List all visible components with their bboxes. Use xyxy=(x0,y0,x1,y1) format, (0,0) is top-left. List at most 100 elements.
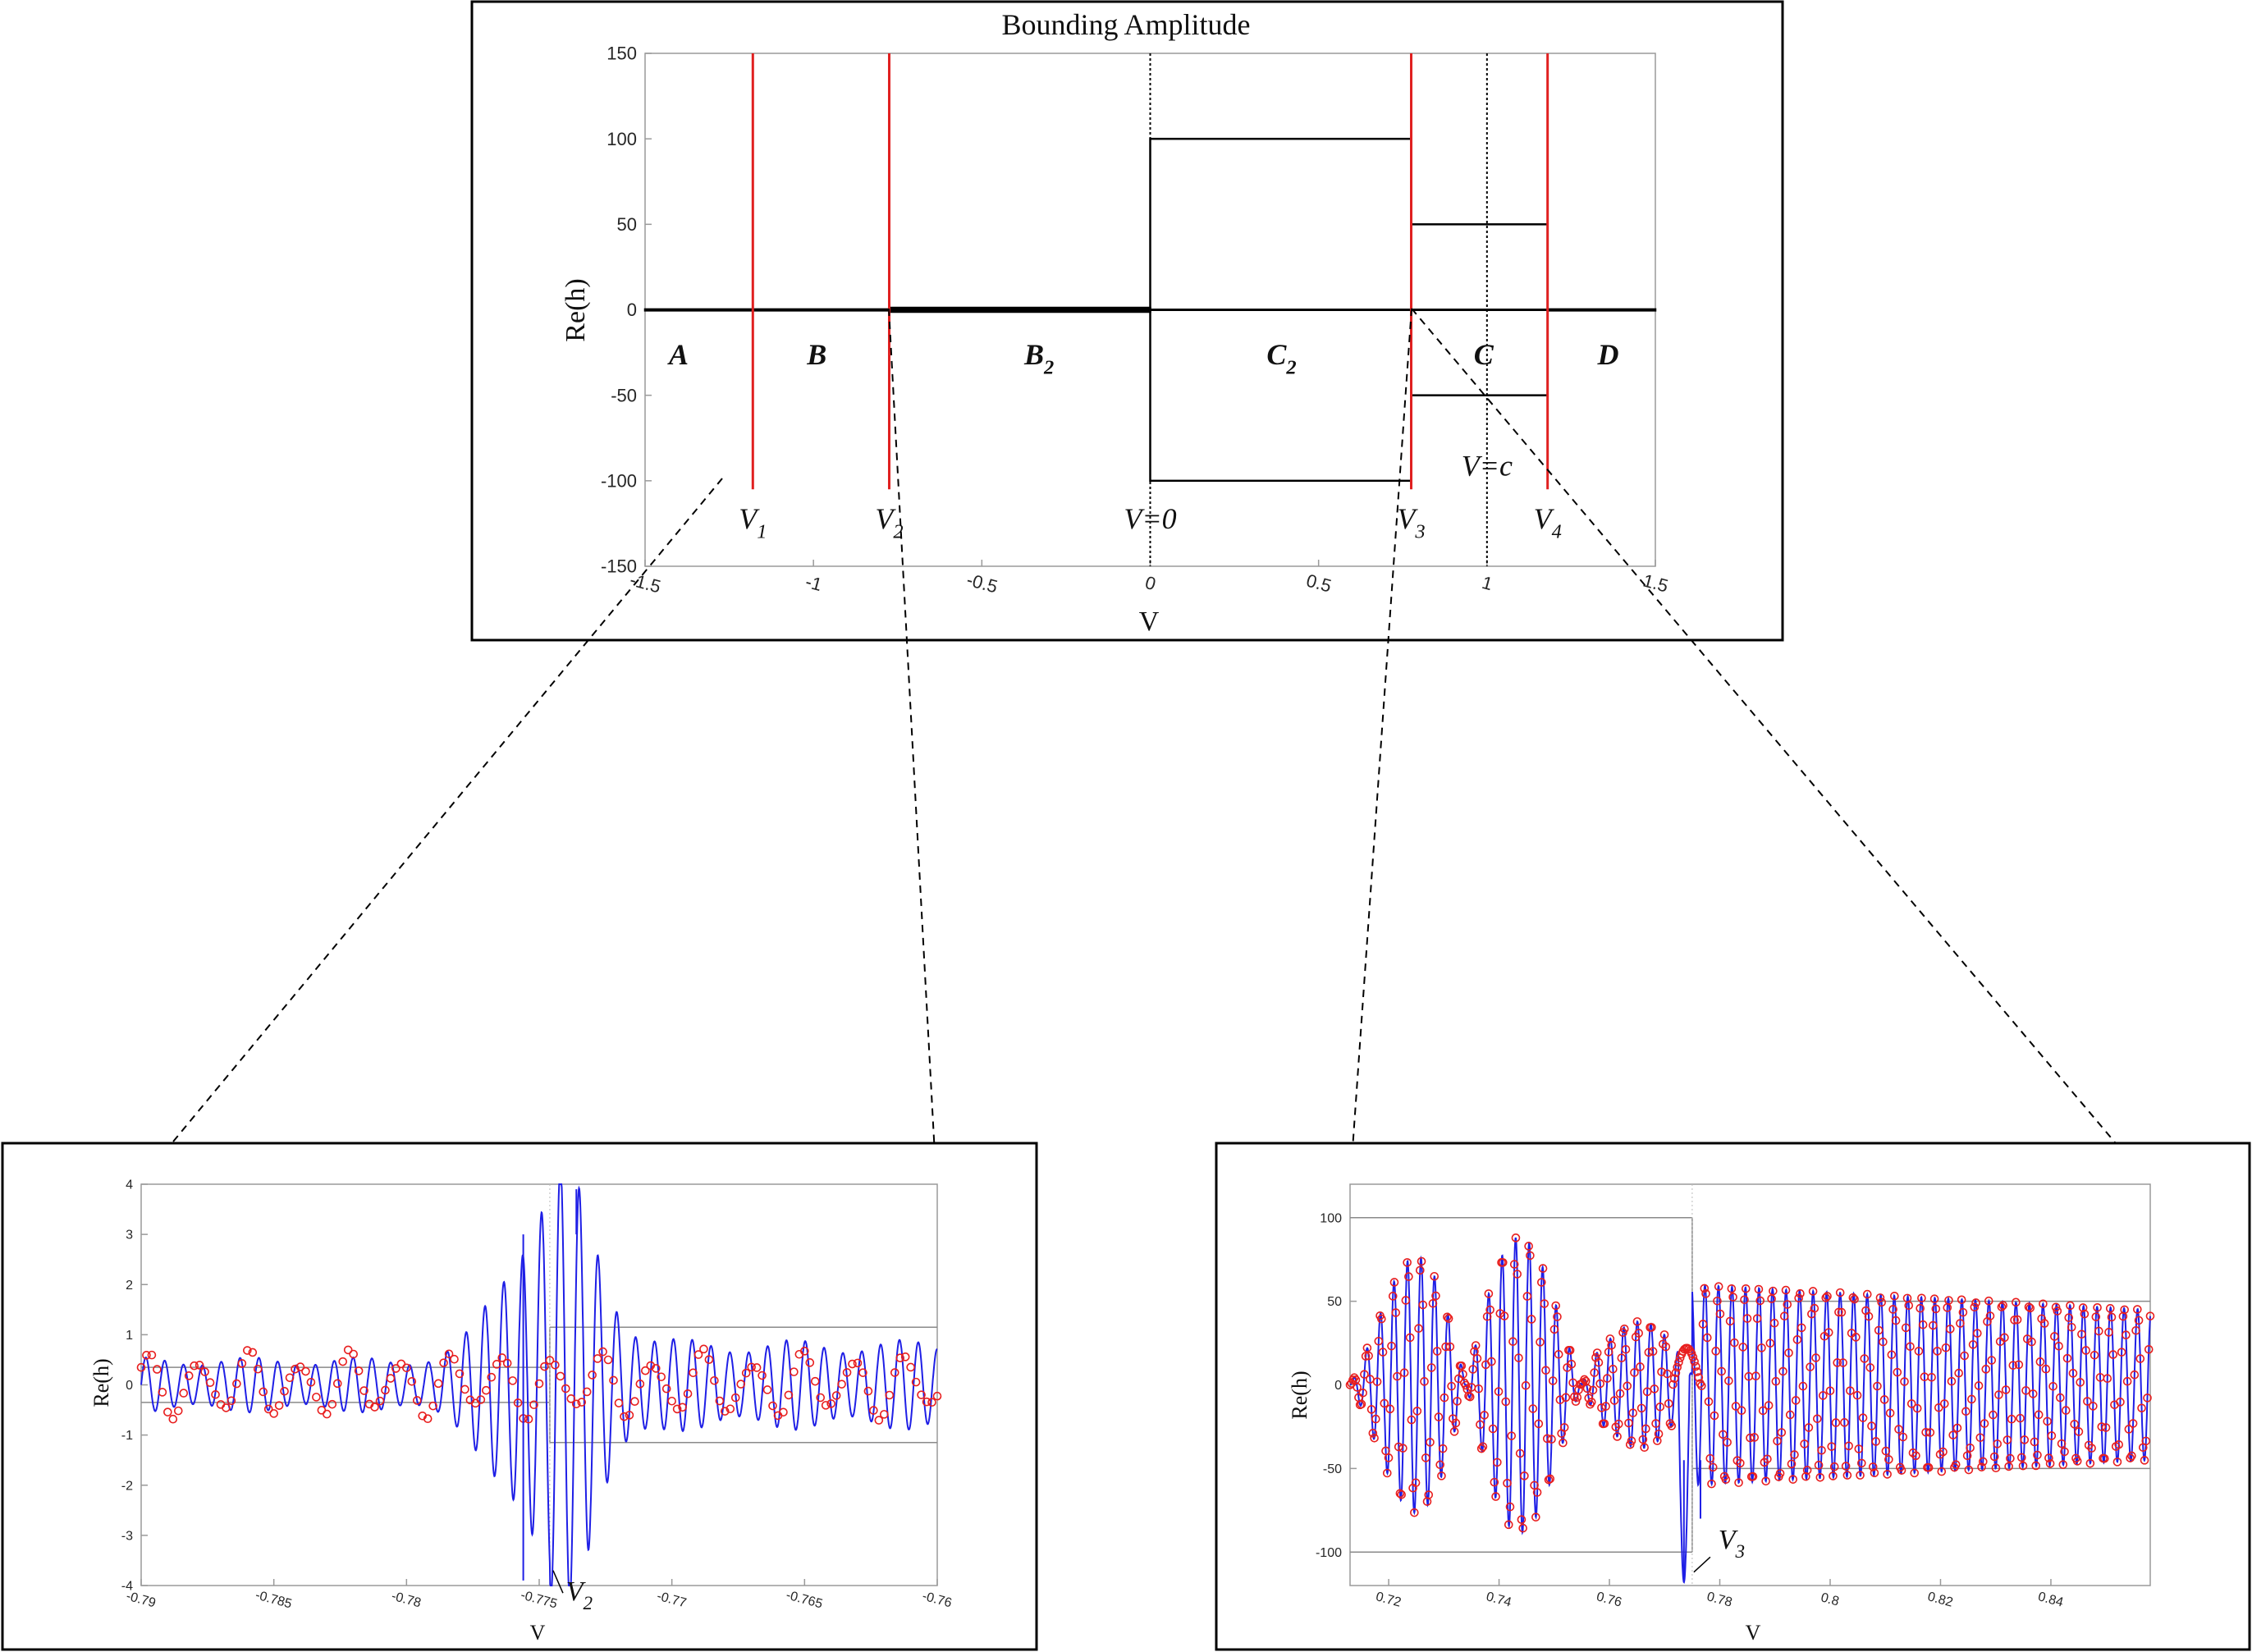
zoom-right-ytick-label: -100 xyxy=(1316,1546,1342,1560)
zoom-left-marker xyxy=(699,1344,708,1354)
zoom-right-marker xyxy=(1719,1430,1728,1439)
zoom-left-marker xyxy=(460,1384,469,1394)
zoom-left-marker xyxy=(821,1401,831,1410)
zoom-right-xlabel: V xyxy=(1746,1621,1761,1645)
zoom-right-marker xyxy=(1724,1376,1733,1385)
zoom-right-marker xyxy=(1927,1372,1936,1382)
zoom-right-marker xyxy=(1764,1401,1774,1410)
main-ytick-label: -150 xyxy=(601,556,637,577)
zoom-right-marker xyxy=(2039,1319,2049,1328)
zoom-right-marker xyxy=(1474,1384,1483,1393)
zoom-left-ytick-label: -3 xyxy=(121,1529,133,1543)
zoom-right-annotation-leader xyxy=(1693,1556,1711,1573)
zoom-right-marker xyxy=(2128,1419,2138,1428)
zoom-right-marker xyxy=(1856,1471,1865,1480)
zoom-right-marker xyxy=(2091,1312,2101,1321)
zoom-left-marker xyxy=(354,1366,364,1375)
zoom-left-marker xyxy=(667,1396,676,1406)
zoom-right-marker xyxy=(1548,1376,1558,1385)
zoom-left-marker xyxy=(842,1368,852,1377)
zoom-left-marker xyxy=(301,1366,310,1376)
main-ytick-label: 50 xyxy=(617,214,637,235)
zoom-right-marker xyxy=(1970,1302,1980,1312)
zoom-right-marker xyxy=(1838,1358,1847,1367)
zoom-right-marker xyxy=(2126,1453,2135,1462)
zoom-right-marker xyxy=(1440,1393,1449,1403)
zoom-right-marker xyxy=(1906,1399,1916,1408)
zoom-right-marker xyxy=(2099,1453,2109,1463)
zoom-right-marker xyxy=(1858,1413,1868,1422)
zoom-right-marker xyxy=(2062,1353,2072,1363)
zoom-left-marker xyxy=(630,1397,639,1406)
main-annotation-label: V3 xyxy=(1397,502,1425,543)
zoom-right-marker xyxy=(2061,1406,2071,1415)
zoom-right-marker xyxy=(1541,1366,1550,1375)
zoom-right-marker xyxy=(1410,1508,1419,1517)
zoom-left-ytick-label: -4 xyxy=(121,1580,133,1594)
zoom-left-marker xyxy=(142,1351,151,1360)
zoom-left-marker xyxy=(779,1407,788,1417)
zoom-left-marker xyxy=(895,1353,905,1362)
zoom-right-marker xyxy=(2112,1458,2122,1467)
zoom-right-marker xyxy=(1728,1293,1737,1302)
zoom-left-ytick-label: -1 xyxy=(121,1429,133,1443)
zoom-left-marker xyxy=(482,1385,491,1395)
zoom-right-marker xyxy=(1471,1341,1481,1350)
zoom-right-marker xyxy=(1796,1288,1805,1298)
zoom-right-marker xyxy=(1870,1468,1879,1478)
zoom-right-marker xyxy=(2078,1303,2088,1312)
zoom-right-marker xyxy=(1994,1390,2003,1399)
zoom-right-marker xyxy=(1614,1419,1623,1429)
zoom-left-marker xyxy=(391,1364,401,1373)
zoom-right-marker xyxy=(1841,1462,1851,1471)
zoom-left-marker xyxy=(338,1357,348,1366)
zoom-right-marker xyxy=(1634,1329,1643,1338)
zoom-right-marker xyxy=(1668,1380,1678,1389)
zoom-right-marker xyxy=(2012,1315,2022,1325)
main-ytick-label: 150 xyxy=(606,43,637,64)
zoom-left-marker xyxy=(577,1398,587,1407)
zoom-right-marker xyxy=(1951,1460,1961,1469)
zoom-right-marker xyxy=(1944,1296,1953,1305)
zoom-left-marker xyxy=(566,1394,576,1403)
zoom-right-marker xyxy=(1378,1348,1388,1357)
zoom-right-marker xyxy=(2141,1436,2151,1446)
zoom-right-marker xyxy=(1520,1471,1529,1480)
zoom-right-marker xyxy=(1925,1428,1935,1437)
zoom-right-marker xyxy=(1592,1348,1602,1357)
main-ytick-label: -50 xyxy=(611,385,637,405)
zoom-right-marker xyxy=(2008,1361,2018,1371)
zoom-right-marker xyxy=(2087,1444,2096,1453)
zoom-right-marker xyxy=(1449,1414,1458,1423)
zoom-right-marker xyxy=(1962,1451,1972,1461)
zoom-right-marker xyxy=(2064,1313,2074,1322)
zoom-right-marker xyxy=(1865,1363,1875,1372)
zoom-right-marker xyxy=(1536,1338,1545,1347)
zoom-left-marker xyxy=(285,1373,295,1383)
zoom-right-marker xyxy=(2145,1311,2155,1320)
zoom-right-marker xyxy=(1904,1301,1914,1311)
zoom-right-marker xyxy=(1654,1429,1664,1439)
zoom-right-marker xyxy=(2097,1422,2107,1431)
zoom-right-marker xyxy=(1559,1423,1569,1432)
zoom-right-marker xyxy=(1827,1442,1837,1451)
zoom-left-ytick-label: -2 xyxy=(121,1479,133,1493)
zoom-left-marker xyxy=(158,1388,167,1397)
zoom-right-marker xyxy=(1559,1438,1568,1448)
zoom-left-marker xyxy=(730,1393,740,1403)
main-chart-ylabel: Re(h) xyxy=(561,278,591,341)
zoom-left-marker xyxy=(433,1379,443,1389)
zoom-right-marker xyxy=(1669,1374,1679,1384)
main-region-label: B2 xyxy=(1023,338,1054,379)
zoom-right-marker xyxy=(2004,1462,2013,1471)
zoom-right-marker xyxy=(2006,1453,2015,1463)
zoom-right-xtick-label: 0.8 xyxy=(1819,1590,1841,1609)
zoom-right-marker xyxy=(1698,1320,1708,1329)
zoom-left-marker xyxy=(657,1372,666,1382)
zoom-right-marker xyxy=(1621,1345,1631,1354)
main-annotation-label: V1 xyxy=(739,502,767,543)
zoom-right-marker xyxy=(1973,1329,1982,1338)
zoom-right-marker xyxy=(1600,1419,1609,1429)
zoom-right-marker xyxy=(1808,1287,1818,1296)
zoom-right-marker xyxy=(1813,1414,1822,1424)
